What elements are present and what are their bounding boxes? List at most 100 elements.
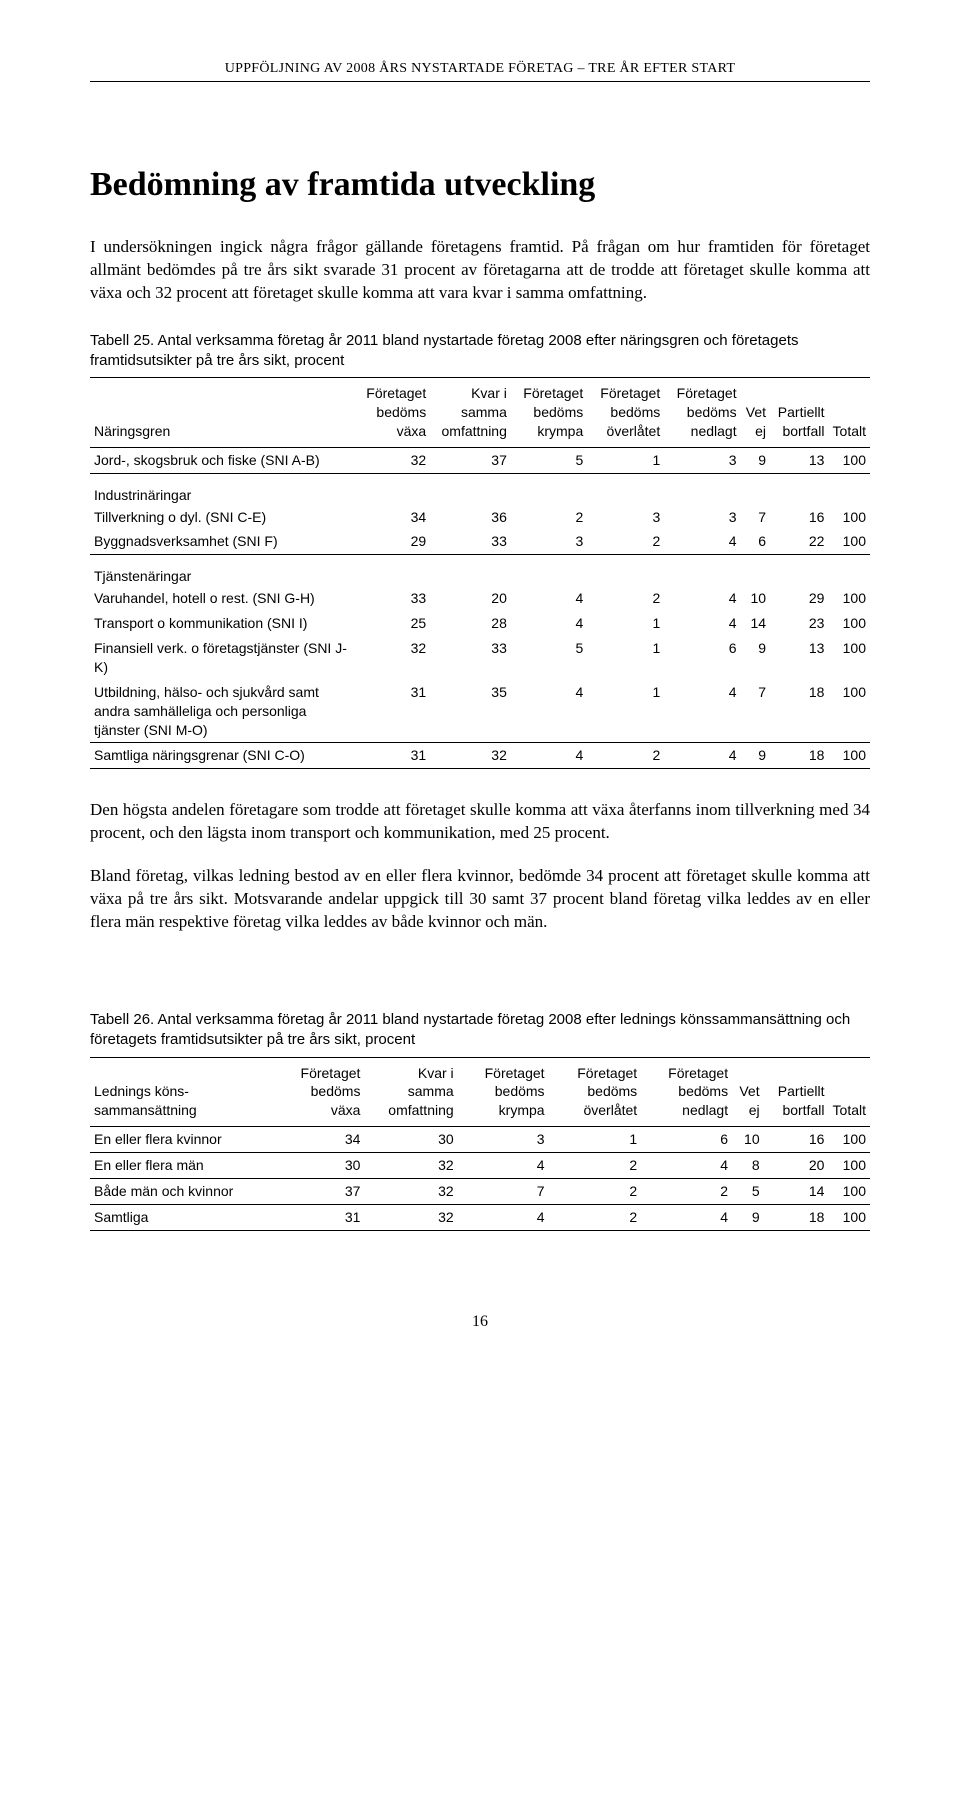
cell: 16	[764, 1127, 829, 1153]
cell: 7	[741, 505, 770, 530]
col-nedlagt: Företaget bedöms nedlagt	[664, 378, 740, 448]
cell: 100	[828, 1204, 870, 1230]
table-row: Både män och kvinnor 37 32 7 2 2 5 14 10…	[90, 1178, 870, 1204]
cell: 16	[770, 505, 828, 530]
cell: 10	[732, 1127, 764, 1153]
page-title: Bedömning av framtida utveckling	[90, 162, 870, 208]
cell: 2	[549, 1178, 642, 1204]
cell: 8	[732, 1153, 764, 1179]
cell: 100	[828, 743, 870, 769]
cell: 4	[511, 743, 587, 769]
cell: 9	[732, 1204, 764, 1230]
rowlabel: Tjänstenäringar	[90, 555, 355, 586]
cell: 37	[277, 1178, 364, 1204]
cell: 9	[741, 743, 770, 769]
cell: 6	[664, 636, 740, 680]
cell: 100	[828, 505, 870, 530]
cell: 31	[355, 680, 430, 743]
cell: 4	[458, 1204, 549, 1230]
cell: 23	[770, 611, 828, 636]
col-bortfall: Partiellt bortfall	[764, 1057, 829, 1127]
cell: 32	[355, 447, 430, 473]
cell: 22	[770, 529, 828, 554]
col-krympa: Företaget bedöms krympa	[511, 378, 587, 448]
cell: 3	[664, 447, 740, 473]
table-row: Samtliga näringsgrenar (SNI C-O) 31 32 4…	[90, 743, 870, 769]
cell: 7	[741, 680, 770, 743]
cell: 4	[641, 1153, 732, 1179]
cell: 18	[770, 743, 828, 769]
rowlabel: Transport o kommunikation (SNI I)	[90, 611, 355, 636]
cell: 25	[355, 611, 430, 636]
col-ledning: Lednings köns-sammansättning	[90, 1057, 277, 1127]
cell: 33	[430, 636, 511, 680]
cell: 2	[587, 743, 664, 769]
table-row: Transport o kommunikation (SNI I) 25 28 …	[90, 611, 870, 636]
table-row: Byggnadsverksamhet (SNI F) 29 33 3 2 4 6…	[90, 529, 870, 554]
cell: 100	[828, 1153, 870, 1179]
cell: 3	[664, 505, 740, 530]
table25-caption: Tabell 25. Antal verksamma företag år 20…	[90, 331, 870, 372]
cell: 13	[770, 447, 828, 473]
cell: 31	[277, 1204, 364, 1230]
col-vaxa: Företaget bedöms växa	[277, 1057, 364, 1127]
page-header: UPPFÖLJNING AV 2008 ÅRS NYSTARTADE FÖRET…	[90, 60, 870, 82]
cell: 30	[277, 1153, 364, 1179]
table-row: En eller flera män 30 32 4 2 4 8 20 100	[90, 1153, 870, 1179]
table25: Näringsgren Företaget bedöms växa Kvar i…	[90, 377, 870, 769]
cell: 37	[430, 447, 511, 473]
rowlabel: Samtliga	[90, 1204, 277, 1230]
cell: 32	[364, 1153, 457, 1179]
rowlabel: Tillverkning o dyl. (SNI C-E)	[90, 505, 355, 530]
cell: 29	[355, 529, 430, 554]
group-header: Tjänstenäringar	[90, 555, 870, 586]
col-naringsgren: Näringsgren	[90, 378, 355, 448]
paragraph: Bland företag, vilkas ledning bestod av …	[90, 865, 870, 934]
cell: 13	[770, 636, 828, 680]
cell: 33	[355, 586, 430, 611]
paragraph: Den högsta andelen företagare som trodde…	[90, 799, 870, 845]
cell: 4	[664, 586, 740, 611]
table26-caption: Tabell 26. Antal verksamma företag år 20…	[90, 1010, 870, 1051]
cell: 1	[587, 447, 664, 473]
col-nedlagt: Företaget bedöms nedlagt	[641, 1057, 732, 1127]
cell: 10	[741, 586, 770, 611]
cell: 30	[364, 1127, 457, 1153]
cell: 2	[641, 1178, 732, 1204]
table-row: Finansiell verk. o företagstjänster (SNI…	[90, 636, 870, 680]
rowlabel: Jord-, skogsbruk och fiske (SNI A-B)	[90, 447, 355, 473]
col-vetej: Vet ej	[732, 1057, 764, 1127]
cell: 100	[828, 1178, 870, 1204]
table-row: Samtliga 31 32 4 2 4 9 18 100	[90, 1204, 870, 1230]
rowlabel: Utbildning, hälso- och sjukvård samt and…	[90, 680, 355, 743]
cell: 4	[641, 1204, 732, 1230]
cell: 100	[828, 529, 870, 554]
cell: 2	[587, 586, 664, 611]
cell: 5	[511, 636, 587, 680]
table-row: En eller flera kvinnor 34 30 3 1 6 10 16…	[90, 1127, 870, 1153]
group-header: Industrinäringar	[90, 473, 870, 504]
cell: 4	[664, 529, 740, 554]
cell: 14	[741, 611, 770, 636]
rowlabel: Byggnadsverksamhet (SNI F)	[90, 529, 355, 554]
cell: 14	[764, 1178, 829, 1204]
intro-paragraph: I undersökningen ingick några frågor gäl…	[90, 236, 870, 305]
cell: 32	[430, 743, 511, 769]
table-row: Varuhandel, hotell o rest. (SNI G-H) 33 …	[90, 586, 870, 611]
table-row: Jord-, skogsbruk och fiske (SNI A-B) 32 …	[90, 447, 870, 473]
cell: 32	[364, 1204, 457, 1230]
cell: 100	[828, 586, 870, 611]
cell: 2	[587, 529, 664, 554]
cell: 33	[430, 529, 511, 554]
cell: 2	[549, 1153, 642, 1179]
table-row: Tillverkning o dyl. (SNI C-E) 34 36 2 3 …	[90, 505, 870, 530]
rowlabel: Både män och kvinnor	[90, 1178, 277, 1204]
cell: 1	[587, 680, 664, 743]
cell: 1	[587, 611, 664, 636]
cell: 4	[511, 586, 587, 611]
cell: 100	[828, 611, 870, 636]
cell: 4	[511, 680, 587, 743]
cell: 100	[828, 447, 870, 473]
cell: 100	[828, 636, 870, 680]
page-number: 16	[90, 1311, 870, 1333]
